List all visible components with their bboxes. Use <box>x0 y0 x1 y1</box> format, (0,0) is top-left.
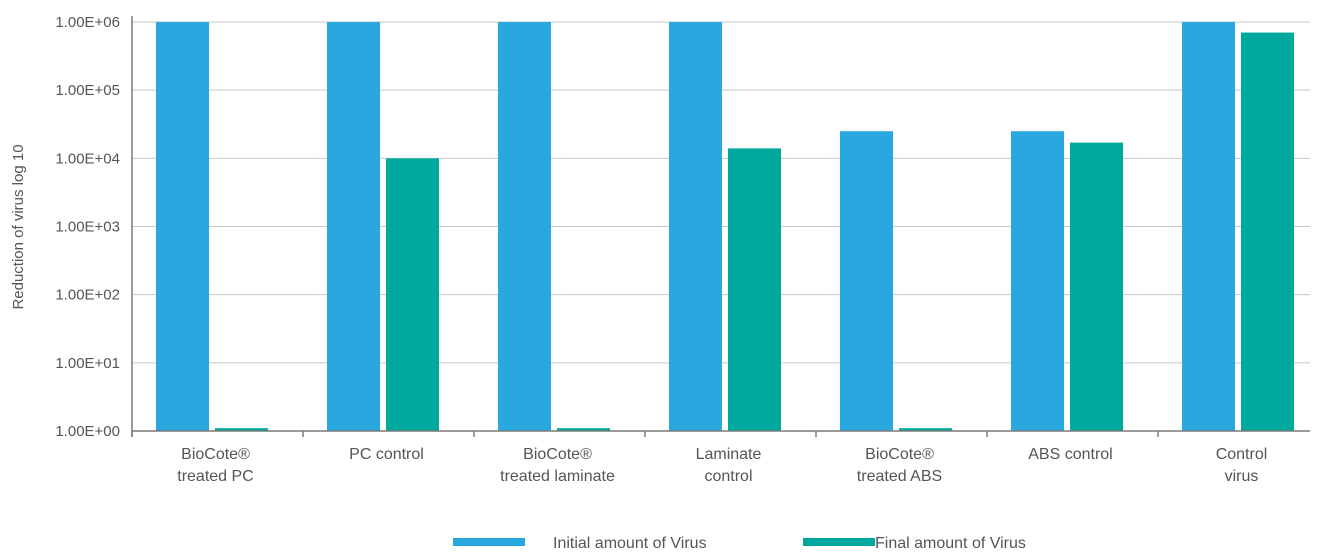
category-label-line: BioCote® <box>181 446 250 463</box>
category-label-line: Laminate <box>696 446 762 463</box>
category-label-line: treated ABS <box>857 468 942 485</box>
category-label: ABS control <box>1028 446 1112 463</box>
category-label: BioCote® treated PC <box>177 446 253 485</box>
legend-swatch <box>803 538 875 546</box>
y-axis-title: Reduction of virus log 10 <box>10 144 27 309</box>
category-label-line: virus <box>1225 468 1259 485</box>
legend-swatch <box>453 538 525 546</box>
y-tick-label: 1.00E+04 <box>55 150 120 167</box>
bar <box>728 148 781 432</box>
category-label-line: control <box>704 468 752 485</box>
y-tick-label: 1.00E+03 <box>55 219 120 236</box>
category-label: Control virus <box>1216 446 1268 485</box>
axes <box>131 16 1310 437</box>
category-label-line: treated laminate <box>500 468 615 485</box>
category-label: Laminate control <box>696 446 762 485</box>
bar <box>1011 131 1064 431</box>
category-label-line: ABS control <box>1028 446 1112 463</box>
bar <box>156 22 209 431</box>
category-label-line: PC control <box>349 446 424 463</box>
bar <box>669 22 722 431</box>
category-label-line: treated PC <box>177 468 253 485</box>
bar <box>327 22 380 431</box>
bar <box>498 22 551 431</box>
category-label-line: BioCote® <box>865 446 934 463</box>
y-tick-labels: 1.00E+00 1.00E+01 1.00E+02 1.00E+03 1.00E+04… <box>55 14 120 440</box>
bar <box>899 428 952 431</box>
category-labels: BioCote® treated PC PC control BioCote® trea… <box>177 446 1267 485</box>
bar <box>1070 142 1123 432</box>
category-label: PC control <box>349 446 424 463</box>
y-tick-label: 1.00E+00 <box>55 423 120 440</box>
y-tick-label: 1.00E+01 <box>55 355 120 372</box>
legend-label: Final amount of Virus <box>875 535 1026 552</box>
category-label-line: Control <box>1216 446 1268 463</box>
category-label-line: BioCote® <box>523 446 592 463</box>
legend: Initial amount of Virus Final amount of V… <box>453 535 1026 552</box>
bar <box>1241 32 1294 432</box>
category-label: BioCote® treated laminate <box>500 446 615 485</box>
category-label: BioCote® treated ABS <box>857 446 942 485</box>
bar <box>840 131 893 431</box>
y-tick-label: 1.00E+06 <box>55 14 120 31</box>
y-tick-label: 1.00E+05 <box>55 82 120 99</box>
bars <box>156 22 1294 432</box>
y-tick-label: 1.00E+02 <box>55 287 120 304</box>
bar <box>557 428 610 431</box>
bar <box>1182 22 1235 431</box>
bar <box>386 158 439 432</box>
bar <box>215 428 268 431</box>
legend-label: Initial amount of Virus <box>553 535 707 552</box>
